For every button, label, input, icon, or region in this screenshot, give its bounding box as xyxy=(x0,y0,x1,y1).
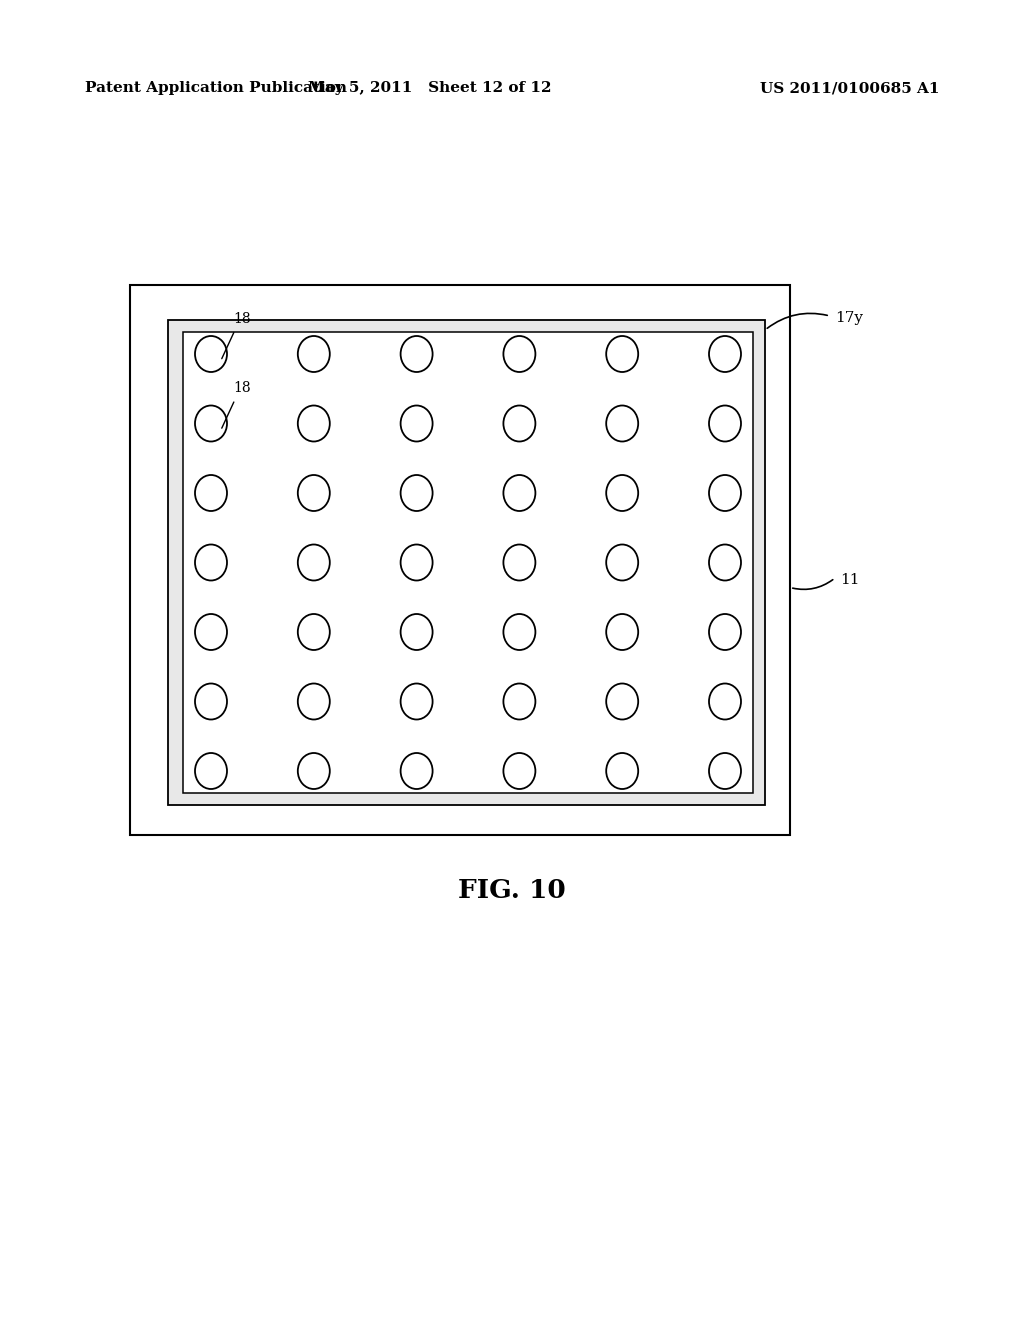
Bar xyxy=(183,333,753,793)
Bar xyxy=(168,319,765,805)
Text: US 2011/0100685 A1: US 2011/0100685 A1 xyxy=(761,81,940,95)
Text: May 5, 2011   Sheet 12 of 12: May 5, 2011 Sheet 12 of 12 xyxy=(308,81,552,95)
Text: FIG. 10: FIG. 10 xyxy=(458,878,566,903)
Text: 17y: 17y xyxy=(835,312,863,325)
Text: 18: 18 xyxy=(233,312,251,326)
Text: 18: 18 xyxy=(233,381,251,396)
Text: 11: 11 xyxy=(840,573,859,587)
Bar xyxy=(130,285,790,836)
Text: Patent Application Publication: Patent Application Publication xyxy=(85,81,347,95)
